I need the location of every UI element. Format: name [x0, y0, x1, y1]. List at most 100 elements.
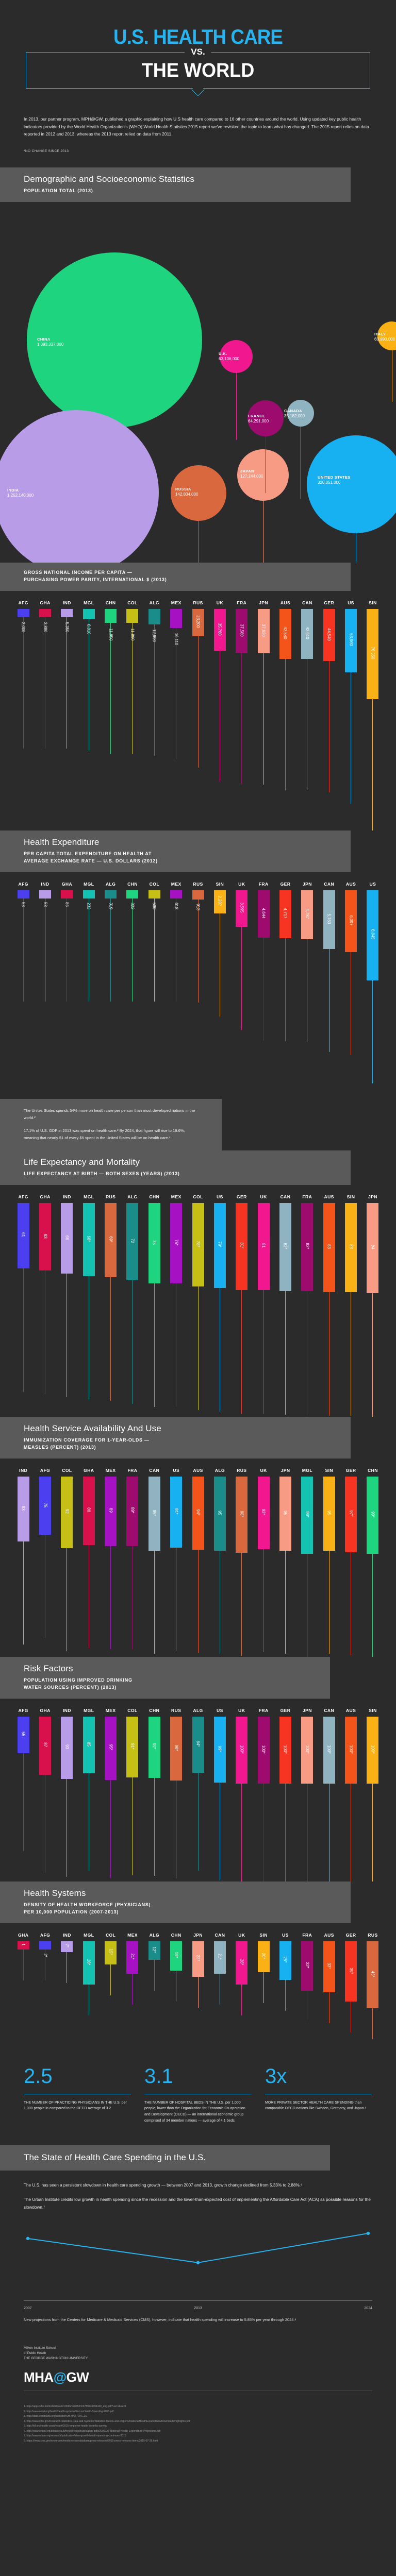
bar-axis-label: GER [345, 1932, 356, 1938]
bar-axis-label: CHN [171, 1932, 182, 1938]
bar-column-ger: GER 39* [340, 1933, 361, 2039]
bar-column-aus: AUS 94* [187, 1468, 209, 1657]
bar: 92 [61, 1476, 73, 1549]
source-item-1[interactable]: 1. http://apps.who.int/iris/bitstream/10… [24, 2405, 127, 2409]
bar-column-ind: IND 58 [34, 882, 56, 1083]
bar-value-label: 100* [370, 1744, 375, 1754]
bar: 28* [236, 1941, 248, 1985]
gni-bars: AFG 2,000 GHA 3,880 IND 5,350 MGL 8,810 CHN 11,85… [0, 600, 396, 831]
bar-column-alg: ALG 12,990 [143, 600, 165, 831]
section-title: Life Expectancy and Mortality [24, 1157, 140, 1167]
source-item-4[interactable]: 4. http://www.cms.gov/Research-Statistic… [24, 2419, 190, 2423]
bar-value-label: 89 [108, 1508, 113, 1513]
flow-line-sin [372, 699, 373, 831]
bar: 99* [213, 1716, 226, 1783]
bar-value-label: 15* [108, 1948, 113, 1955]
bar-column-chn: CHN 322 [122, 882, 143, 1083]
bar-axis-label: SIN [325, 1467, 333, 1473]
bar-column-can: CAN 100* [318, 1708, 340, 1882]
bar-axis-label: SIN [259, 1932, 268, 1938]
source-item-5[interactable]: 5. http://kff.org/health-costs/report/20… [24, 2425, 107, 2428]
no-change-footnote: *NO CHANGE SINCE 2013 [24, 149, 69, 154]
bar: 85 [82, 1716, 95, 1774]
bar-axis-label: FRA [302, 1194, 312, 1199]
bar: 75 [148, 1202, 160, 1284]
bar-column-sin: SIN 83 [340, 1194, 361, 1417]
bar: 5,350 [61, 608, 73, 632]
bar-column-gha: GHA 63 [34, 1194, 56, 1417]
section-header-life: Life Expectancy and Mortality LIFE EXPEC… [0, 1150, 351, 1185]
bar-column-mex: MEX 618 [166, 882, 187, 1083]
title-box: VS. THE WORLD [26, 47, 370, 96]
bar: 37,630 [257, 608, 270, 653]
bar: 99* [301, 1476, 314, 1554]
bar: 3,880 [39, 608, 52, 632]
bar-column-ind: IND 83 [12, 1468, 34, 1657]
bar-axis-label: MEX [171, 1194, 182, 1199]
bar: 84 [367, 1202, 379, 1293]
bar-value-label: 100* [349, 1744, 354, 1754]
bar: 75* [170, 1202, 183, 1284]
source-item-3[interactable]: 3. http://data.worldbank.org/indicator/S… [24, 2415, 87, 2418]
bar: 11,850 [105, 608, 117, 640]
bar: 618 [170, 890, 183, 909]
brand-post: GW [66, 2369, 89, 2385]
source-item-2[interactable]: 2. http://www.oecd.org/health/health-sys… [24, 2410, 114, 2413]
bar-column-uk: UK 28* [231, 1933, 253, 2039]
flow-line-alg [197, 1772, 199, 1871]
bar-value-label: 78* [195, 1241, 201, 1247]
bar: 4,717 [279, 890, 291, 939]
flow-line-rus [197, 636, 199, 768]
bar-axis-label: SIN [369, 1707, 377, 1713]
flow-line-alg [110, 898, 111, 1002]
bar-axis-label: AUS [280, 600, 291, 605]
bar-column-ger: GER 44,540 [318, 600, 340, 831]
section-subtitle: DENSITY OF HEALTH WORKFORCE (PHYSICIANS)… [24, 1902, 151, 1914]
bar-column-can: CAN 95* [143, 1468, 165, 1657]
bar-column-sin: SIN 76,850 [362, 600, 384, 831]
flow-line-jpn [263, 653, 264, 785]
bar-axis-label: MGL [84, 1194, 94, 1199]
bar-column-sin: SIN 20* [253, 1933, 274, 2039]
bar: 93* [257, 1476, 270, 1549]
bar-value-label: 8,845 [370, 929, 375, 940]
bar-value-label: 76,850 [370, 647, 375, 660]
bar-column-mgl: MGL 8,810 [78, 600, 100, 831]
logo-line: Milken Institute School [24, 2346, 56, 2350]
section-title: Health Systems [24, 1888, 86, 1898]
bar-column-afg: AFG 61 [12, 1194, 34, 1417]
flow-line-uk [241, 1985, 242, 2016]
bar-axis-label: US [348, 600, 354, 605]
bar-column-aus: AUS 33* [318, 1933, 340, 2039]
bar: 97* [345, 1476, 357, 1552]
hero-header: U.S. HEALTH CARE VS. THE WORLD [0, 0, 396, 98]
flow-line-col [197, 1286, 199, 1411]
bar: 58 [39, 890, 52, 907]
bar: 82* [279, 1202, 291, 1291]
bar-column-ind: IND 93 [56, 1708, 78, 1882]
expenditure-note: The Unites States spends 54% more on hea… [0, 1098, 222, 1150]
bar-value-label: 95 [326, 1510, 332, 1515]
bubble-uk [220, 340, 253, 374]
source-item-6[interactable]: 6. http://www.urban.org/sites/default/fi… [24, 2429, 161, 2433]
bar-value-label: 96* [174, 1744, 179, 1751]
bar-column-chn: CHN 75 [143, 1194, 165, 1417]
stat-card-1: 2.5 THE NUMBER OF PRACTICING PHYSICIANS I… [24, 2066, 131, 2125]
source-item-7[interactable]: 7. http://www.urban.org/research/publica… [24, 2434, 126, 2438]
flow-line-ger [241, 1290, 242, 1414]
bar-axis-label: GER [324, 600, 335, 605]
section-subtitle: GROSS NATIONAL INCOME PER CAPITA — PURCH… [24, 570, 167, 582]
source-item-8[interactable]: 8. https://www.cms.gov/newsroom/mediarel… [24, 2439, 158, 2443]
bar: 91* [170, 1476, 183, 1548]
bubble-ind [0, 410, 159, 563]
bar-value-label: 5,763 [326, 913, 332, 924]
bar-axis-label: IND [19, 1467, 28, 1473]
flow-line-ind [23, 1541, 24, 1645]
bar-axis-label: UK [260, 1467, 267, 1473]
bar-axis-label: CHN [127, 881, 138, 887]
bar-column-mgl: MGL 85 [78, 1708, 100, 1882]
bar-value-label: 32* [305, 1962, 310, 1969]
bar: 58 [17, 890, 29, 907]
bar-axis-label: COL [149, 881, 159, 887]
bar-axis-label: GER [345, 1467, 356, 1473]
